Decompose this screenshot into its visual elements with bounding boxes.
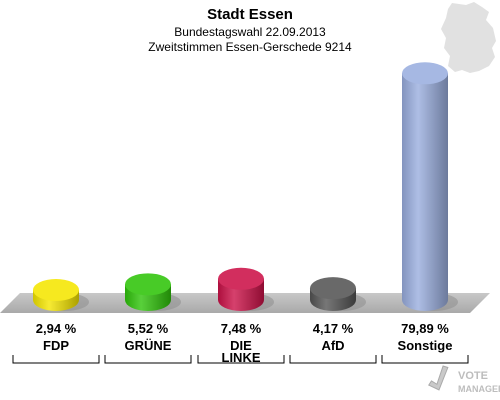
- checkmark-icon: [427, 365, 449, 391]
- category-bracket: [12, 355, 100, 364]
- bar-top: [402, 62, 448, 85]
- vote-manager-logo: VOTE MANAGER: [427, 365, 500, 394]
- category-bracket: [197, 355, 285, 364]
- category-label: GRÜNE: [125, 338, 172, 353]
- bar-1: [125, 273, 181, 311]
- chart-subtitle-district: Zweitstimmen Essen-Gerschede 9214: [148, 40, 352, 54]
- category-label: DIE: [230, 338, 252, 353]
- category-bracket: [104, 355, 192, 364]
- bar-top: [218, 267, 264, 290]
- value-label: 5,52 %: [128, 321, 169, 336]
- bar-top: [310, 277, 356, 300]
- bar-0: [33, 279, 89, 311]
- bar-3: [310, 277, 366, 311]
- chart-title: Stadt Essen: [207, 6, 293, 23]
- category-label: LINKE: [222, 350, 261, 365]
- bar-2: [218, 267, 274, 311]
- logo-text-vote: VOTE: [458, 370, 488, 382]
- category-label: AfD: [321, 338, 344, 353]
- category-bracket: [381, 355, 469, 364]
- bar-body: [402, 73, 448, 311]
- value-label: 2,94 %: [36, 321, 77, 336]
- category-label: FDP: [43, 338, 69, 353]
- value-label: 7,48 %: [221, 321, 262, 336]
- bar-top: [33, 279, 79, 301]
- germany-map-icon: [441, 2, 496, 73]
- category-bracket: [289, 355, 377, 364]
- bar-4: [402, 62, 458, 311]
- chart-subtitle: Bundestagswahl 22.09.2013: [174, 25, 326, 39]
- logo-text-manager: MANAGER: [458, 384, 500, 394]
- bars-group: [33, 62, 458, 311]
- category-label: Sonstige: [398, 338, 453, 353]
- bar-top: [125, 273, 171, 296]
- value-label: 4,17 %: [313, 321, 354, 336]
- value-label: 79,89 %: [401, 321, 449, 336]
